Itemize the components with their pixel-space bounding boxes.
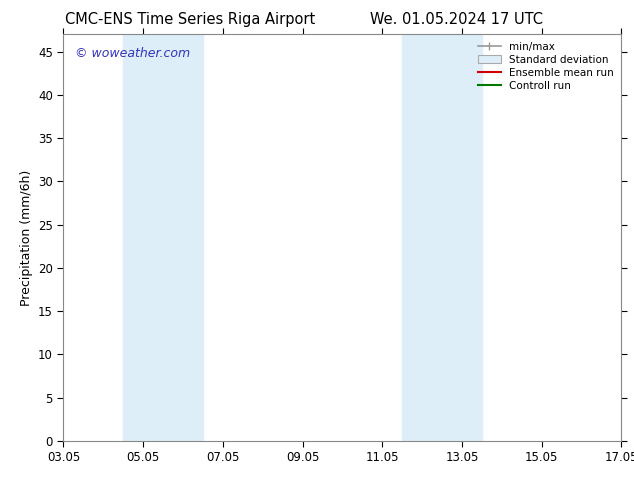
Bar xyxy=(402,34,482,441)
Bar xyxy=(123,34,203,441)
Text: We. 01.05.2024 17 UTC: We. 01.05.2024 17 UTC xyxy=(370,12,543,27)
Y-axis label: Precipitation (mm/6h): Precipitation (mm/6h) xyxy=(20,170,32,306)
Text: CMC-ENS Time Series Riga Airport: CMC-ENS Time Series Riga Airport xyxy=(65,12,315,27)
Legend: min/max, Standard deviation, Ensemble mean run, Controll run: min/max, Standard deviation, Ensemble me… xyxy=(475,39,617,94)
Text: © woweather.com: © woweather.com xyxy=(75,47,190,59)
